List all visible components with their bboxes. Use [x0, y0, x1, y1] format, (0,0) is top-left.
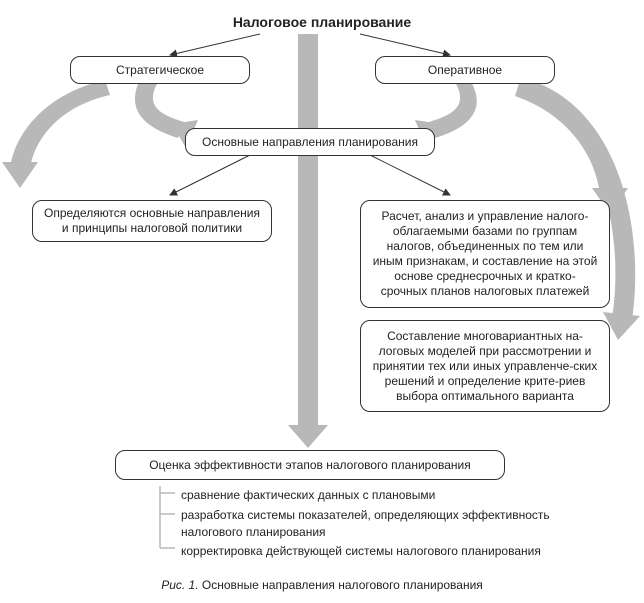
diagram-title: Налоговое планирование	[200, 14, 444, 30]
thin-arrow-main-right	[370, 155, 450, 195]
bullet-1: сравнение фактических данных с плановыми	[165, 487, 585, 504]
node-operational: Оперативное	[375, 56, 555, 84]
diagram-canvas: Налоговое планирование Стратегическое Оп…	[0, 0, 644, 603]
node-evaluation: Оценка эффективности этапов налогового п…	[115, 450, 505, 480]
thick-arrow-operational-to-calc	[515, 80, 628, 214]
node-left-principles: Определяются основные направления и прин…	[32, 200, 272, 242]
evaluation-bullets: сравнение фактических данных с плановыми…	[165, 484, 585, 563]
bullet-2: разработка системы показателей, определя…	[165, 507, 585, 541]
node-right-models: Составление многовариантных на-логовых м…	[360, 320, 610, 412]
thin-arrow-title-strategic	[170, 34, 260, 55]
caption-prefix: Рис. 1.	[161, 578, 198, 592]
figure-caption: Рис. 1. Основные направления налогового …	[0, 578, 644, 592]
node-main-directions: Основные направления планирования	[185, 128, 435, 156]
bullet-3: корректировка действующей системы налого…	[165, 543, 585, 560]
thick-arrow-strategic-out	[2, 80, 110, 188]
thick-arrow-center	[288, 34, 328, 448]
caption-text: Основные направления налогового планиров…	[199, 578, 483, 592]
node-strategic: Стратегическое	[70, 56, 250, 84]
thin-arrow-main-left	[170, 155, 250, 195]
node-right-calc: Расчет, анализ и управление налого-облаг…	[360, 200, 610, 308]
thin-arrow-title-operational	[360, 34, 450, 55]
